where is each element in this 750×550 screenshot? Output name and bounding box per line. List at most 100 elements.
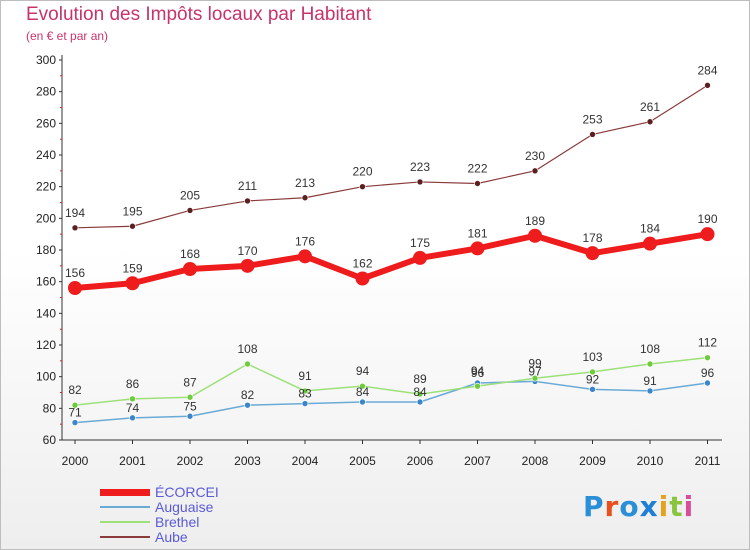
- x-tick-label: 2004: [292, 454, 319, 468]
- data-point: [643, 236, 657, 251]
- data-point: [301, 400, 309, 407]
- logo-letter: o: [619, 490, 640, 523]
- legend-label: Aube: [155, 529, 188, 545]
- data-point: [129, 414, 136, 422]
- data-point: [301, 387, 309, 395]
- logo-letter: t: [669, 490, 684, 523]
- data-point: [474, 382, 481, 390]
- legend-label: ÉCORCEI: [155, 484, 219, 500]
- logo-letter: x: [639, 490, 659, 523]
- data-point: [71, 419, 79, 426]
- data-point: [298, 249, 312, 264]
- legend-label: Brethel: [155, 514, 200, 530]
- data-point: [359, 398, 366, 406]
- data-point: [646, 360, 654, 368]
- y-tick-label: 300: [36, 53, 56, 67]
- data-point: [244, 360, 251, 368]
- logo-letter: i: [683, 490, 695, 523]
- data-label: 170: [237, 244, 257, 258]
- data-label: 96: [471, 366, 485, 380]
- y-tick-label: 260: [36, 116, 56, 130]
- x-tick-label: 2007: [464, 454, 491, 468]
- data-label: 253: [582, 112, 602, 126]
- data-point: [416, 178, 424, 186]
- y-tick-label: 220: [36, 180, 56, 194]
- data-label: 108: [640, 342, 660, 356]
- data-label: 213: [295, 176, 315, 190]
- data-label: 97: [528, 364, 542, 378]
- data-label: 71: [68, 406, 82, 420]
- data-point: [413, 250, 427, 265]
- y-tick-label: 120: [36, 338, 56, 352]
- data-label: 181: [467, 226, 487, 240]
- data-label: 223: [410, 160, 430, 174]
- data-label: 230: [525, 149, 545, 163]
- data-point: [129, 395, 136, 403]
- chart-subtitle: (en € et par an): [26, 29, 109, 43]
- y-tick-label: 180: [36, 243, 56, 257]
- data-point: [589, 131, 596, 138]
- logo-letter: r: [604, 490, 620, 523]
- legend-swatch: [100, 506, 150, 508]
- data-label: 184: [640, 222, 660, 236]
- data-point: [704, 354, 711, 361]
- data-point: [71, 401, 79, 409]
- data-point: [183, 262, 197, 276]
- data-label: 84: [413, 385, 427, 399]
- data-label: 99: [528, 356, 542, 370]
- proxiti-logo: Proxiti: [583, 490, 694, 523]
- data-point: [589, 368, 596, 376]
- y-tick-label: 280: [36, 85, 56, 99]
- data-label: 91: [643, 374, 657, 388]
- data-point: [646, 118, 654, 126]
- data-label: 74: [126, 401, 140, 415]
- data-label: 82: [68, 383, 82, 397]
- y-tick-label: 160: [36, 275, 56, 289]
- data-label: 211: [238, 179, 257, 193]
- data-label: 261: [640, 100, 660, 114]
- data-point: [589, 386, 596, 393]
- data-label: 94: [356, 364, 370, 378]
- data-point: [68, 281, 82, 295]
- data-point: [125, 276, 140, 291]
- x-tick-label: 2010: [637, 454, 664, 468]
- data-point: [186, 412, 194, 420]
- data-label: 86: [126, 377, 140, 391]
- y-tick-label: 80: [43, 401, 57, 415]
- x-tick-label: 2008: [522, 454, 549, 468]
- legend-swatch: [100, 521, 150, 523]
- data-label: 83: [298, 387, 312, 401]
- data-label: 190: [697, 212, 717, 226]
- data-point: [359, 183, 366, 190]
- data-point: [700, 227, 715, 242]
- y-tick-label: 60: [43, 433, 57, 447]
- data-label: 205: [180, 188, 200, 202]
- data-label: 284: [697, 63, 717, 77]
- legend-swatch: [100, 489, 150, 496]
- data-label: 94: [471, 364, 485, 378]
- y-tick-label: 200: [36, 211, 56, 225]
- data-point: [416, 398, 424, 406]
- legend-swatch: [100, 536, 150, 538]
- data-point: [359, 382, 366, 390]
- x-tick-label: 2001: [119, 454, 146, 468]
- x-tick-label: 2005: [349, 454, 376, 468]
- data-point: [704, 82, 711, 89]
- data-label: 75: [183, 399, 197, 413]
- x-tick-label: 2003: [234, 454, 261, 468]
- logo-letter: i: [658, 490, 670, 523]
- data-point: [416, 390, 424, 398]
- data-label: 112: [698, 336, 717, 350]
- data-point: [585, 246, 600, 261]
- data-label: 87: [183, 375, 197, 389]
- series-line-brethel: [74, 356, 708, 406]
- x-tick-label: 2002: [177, 454, 204, 468]
- data-label: 89: [413, 372, 427, 386]
- legend-label: Auguaise: [155, 499, 214, 515]
- data-point: [301, 194, 309, 202]
- data-label: 220: [352, 165, 372, 179]
- data-label: 178: [582, 231, 602, 245]
- data-point: [71, 224, 79, 232]
- data-point: [528, 228, 542, 243]
